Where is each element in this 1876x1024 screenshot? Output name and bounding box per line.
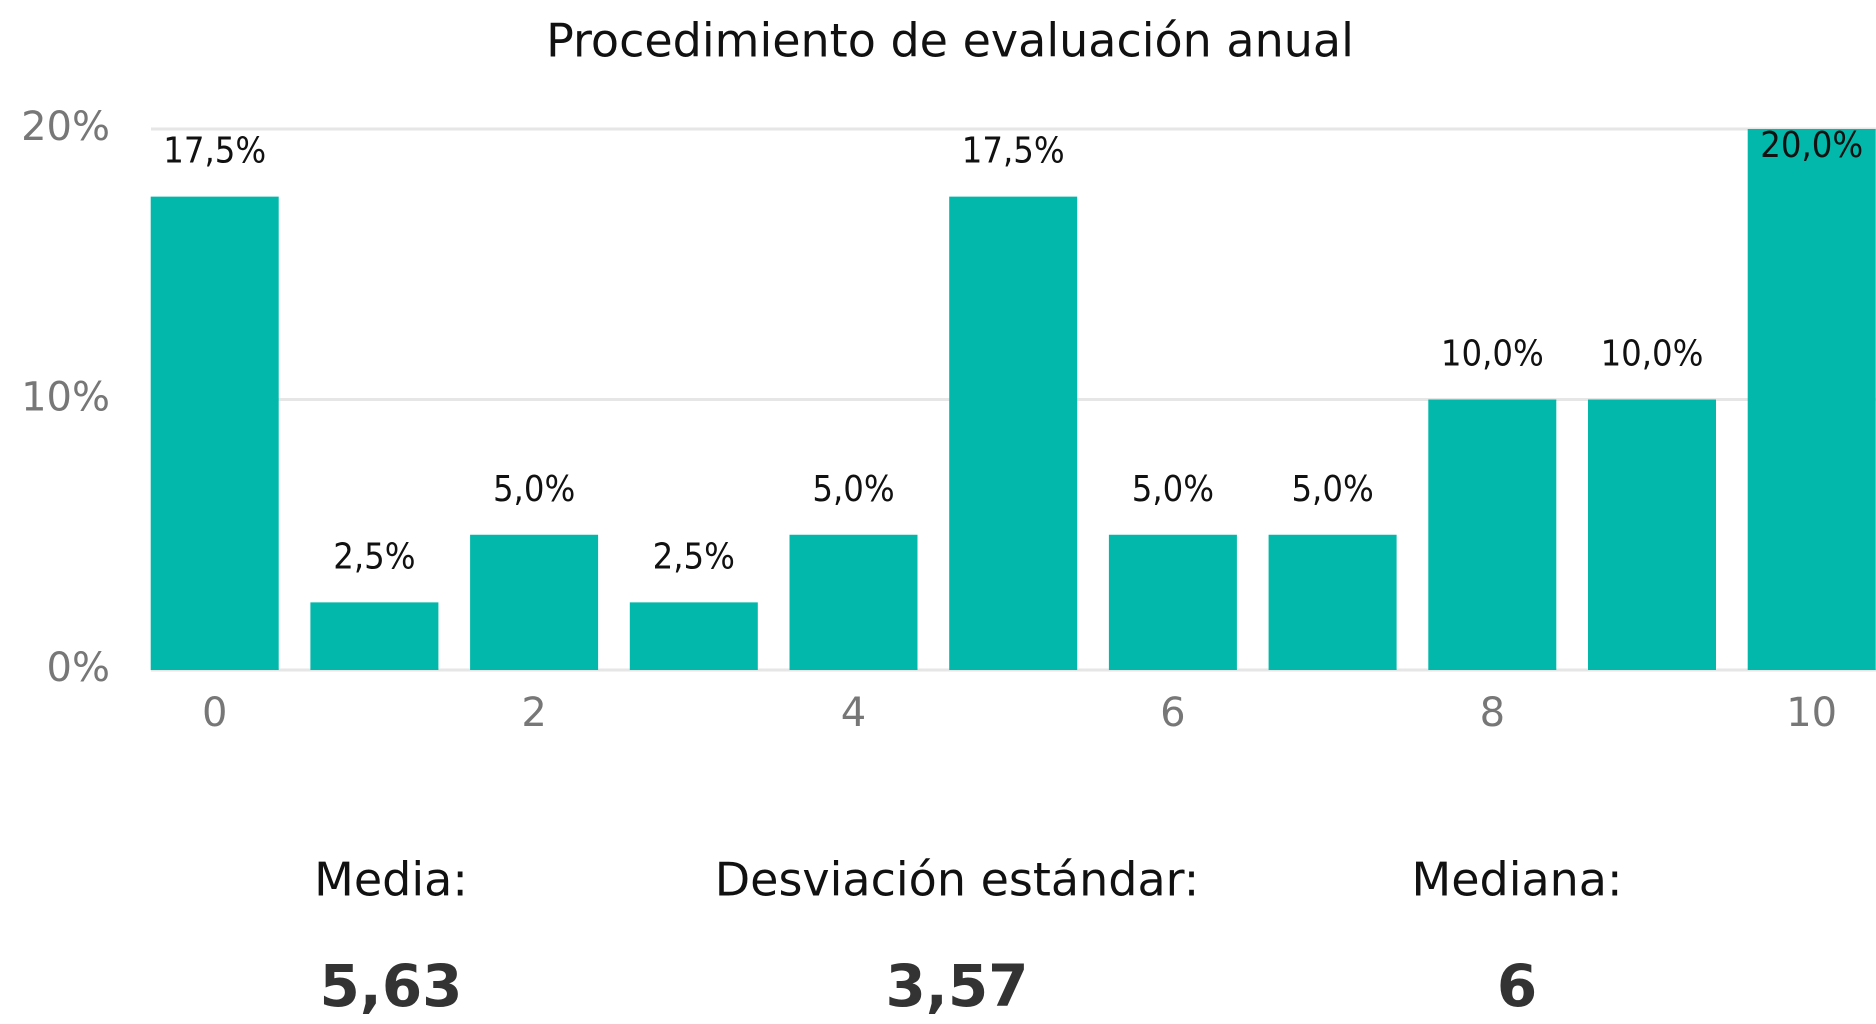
data-label: 2,5% xyxy=(333,536,415,577)
chart-title: Procedimiento de evaluación anual xyxy=(546,14,1354,68)
bar xyxy=(1747,129,1876,670)
data-label: 10,0% xyxy=(1601,334,1704,375)
bar xyxy=(629,602,758,670)
summary-label: Mediana: xyxy=(1412,853,1623,907)
x-tick-label: 10 xyxy=(1786,690,1837,736)
data-label: 5,0% xyxy=(1291,469,1373,510)
summary-label: Desviación estándar: xyxy=(715,853,1200,907)
x-tick-label: 2 xyxy=(521,690,546,736)
data-label: 2,5% xyxy=(653,536,735,577)
bar xyxy=(1428,399,1557,670)
bar xyxy=(1268,534,1397,670)
data-label: 5,0% xyxy=(493,469,575,510)
summary-value: 5,63 xyxy=(319,952,462,1020)
bar xyxy=(1108,534,1237,670)
bar xyxy=(949,196,1078,670)
bar xyxy=(310,602,439,670)
summary-value: 6 xyxy=(1497,952,1537,1020)
bar xyxy=(1588,399,1716,670)
x-tick-label: 8 xyxy=(1480,690,1505,736)
data-label: 5,0% xyxy=(1132,469,1214,510)
data-label: 10,0% xyxy=(1441,334,1544,375)
x-tick-label: 6 xyxy=(1160,690,1185,736)
y-tick-label: 0% xyxy=(47,645,110,691)
data-label: 20,0% xyxy=(1760,125,1863,166)
bar xyxy=(789,534,918,670)
bar xyxy=(150,196,279,670)
data-label: 17,5% xyxy=(962,131,1065,172)
data-label: 5,0% xyxy=(812,469,894,510)
data-label: 17,5% xyxy=(163,131,266,172)
y-tick-label: 20% xyxy=(21,104,110,150)
bar xyxy=(470,534,599,670)
x-tick-label: 4 xyxy=(841,690,866,736)
summary-value: 3,57 xyxy=(885,952,1028,1020)
y-tick-label: 10% xyxy=(21,375,110,421)
x-tick-label: 0 xyxy=(202,690,227,736)
summary-label: Media: xyxy=(314,853,468,907)
